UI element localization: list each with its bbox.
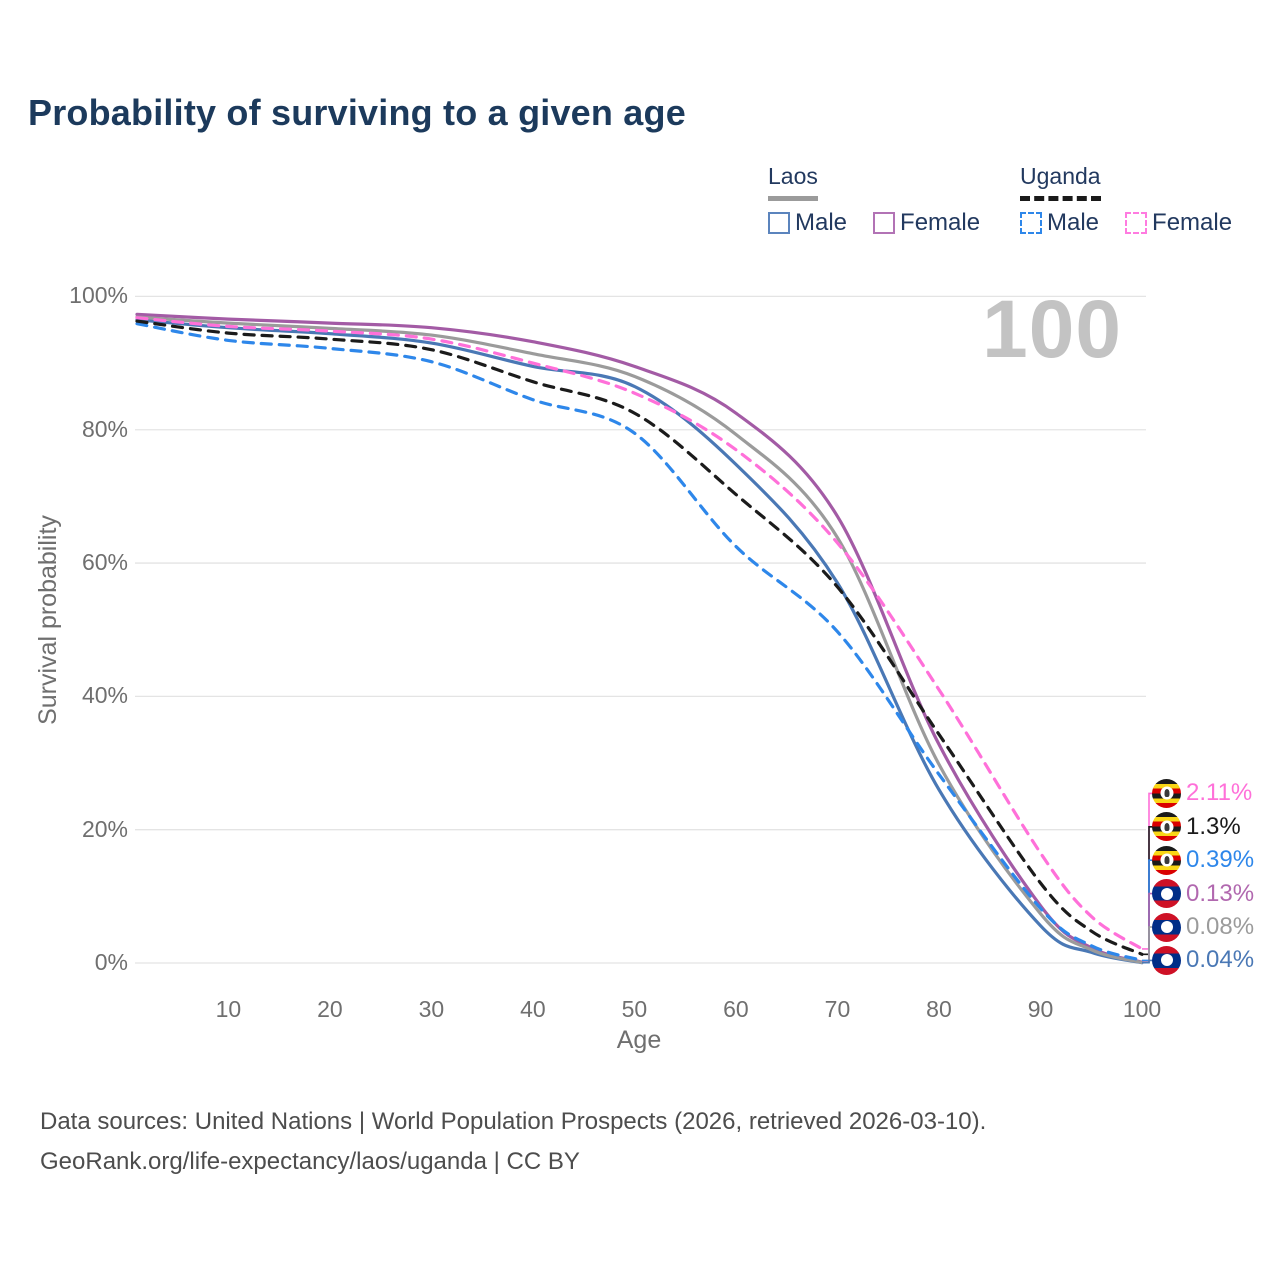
legend-swatch-icon bbox=[1125, 212, 1148, 234]
x-tick-label: 80 bbox=[926, 996, 952, 1022]
y-tick-label: 0% bbox=[94, 949, 128, 975]
end-label-connector bbox=[1142, 892, 1153, 963]
laos-flag-icon bbox=[1152, 945, 1181, 975]
x-tick-label: 70 bbox=[824, 996, 851, 1022]
uganda-flag-icon bbox=[1152, 845, 1181, 875]
end-label-value: 2.11% bbox=[1186, 779, 1253, 807]
curve-uganda-female bbox=[135, 316, 1144, 951]
legend-swatch-icon bbox=[873, 212, 896, 234]
legend-item-uganda-female: Female bbox=[1125, 209, 1232, 237]
x-tick-label: 30 bbox=[418, 996, 445, 1022]
y-tick-label: 20% bbox=[81, 815, 128, 842]
end-label-connector bbox=[1142, 859, 1153, 962]
crane-glyph bbox=[1164, 856, 1169, 865]
legend-swatch-icon bbox=[768, 212, 790, 234]
end-label-value: 0.04% bbox=[1186, 946, 1255, 974]
legend-item-label: Male bbox=[795, 209, 848, 236]
end-label-connector bbox=[1142, 926, 1153, 964]
end-label-value: 0.13% bbox=[1186, 879, 1255, 907]
x-tick-label: 60 bbox=[723, 996, 749, 1022]
end-label-connector bbox=[1142, 959, 1153, 964]
legend-item-label: Female bbox=[900, 209, 981, 236]
x-tick-label: 20 bbox=[317, 996, 343, 1022]
curve-laos-male bbox=[135, 318, 1144, 965]
y-tick-label: 100% bbox=[69, 282, 128, 309]
legend-item-laos-male: Male bbox=[768, 209, 847, 237]
crane-glyph bbox=[1164, 822, 1169, 831]
curve-uganda-male bbox=[135, 322, 1144, 962]
footer-source-line: Data sources: United Nations | World Pop… bbox=[40, 1108, 987, 1135]
x-axis-title: Age bbox=[616, 1026, 662, 1054]
footer-attribution-line: GeoRank.org/life-expectancy/laos/uganda … bbox=[40, 1148, 580, 1175]
y-axis-title: Survival probability bbox=[34, 515, 62, 725]
end-label-value: 1.3% bbox=[1186, 812, 1241, 840]
curve-laos bbox=[135, 315, 1144, 965]
legend-items-row: Male Female bbox=[768, 209, 980, 237]
legend-group-laos: Laos Male Female bbox=[768, 163, 980, 237]
age-100-watermark: 100 bbox=[982, 284, 1122, 375]
x-tick-label: 90 bbox=[1027, 996, 1054, 1022]
legend-swatch-icon bbox=[1020, 212, 1042, 234]
chart-title: Probability of surviving to a given age bbox=[28, 92, 686, 133]
y-tick-label: 80% bbox=[81, 415, 128, 442]
legend-items-row: Male Female bbox=[1020, 209, 1232, 237]
uganda-flag-icon bbox=[1152, 778, 1181, 808]
legend-group-uganda: Uganda Male Female bbox=[1020, 163, 1232, 237]
curve-laos-female bbox=[135, 312, 1144, 964]
legend-item-laos-female: Female bbox=[873, 209, 980, 237]
legend-item-label: Female bbox=[1152, 209, 1233, 236]
legend-item-label: Male bbox=[1047, 209, 1100, 236]
uganda-flag-icon bbox=[1152, 812, 1181, 842]
legend-item-uganda-male: Male bbox=[1020, 209, 1099, 237]
y-tick-label: 40% bbox=[81, 682, 128, 709]
x-tick-label: 10 bbox=[215, 996, 242, 1022]
end-label-connector bbox=[1142, 826, 1153, 956]
y-tick-label: 60% bbox=[81, 549, 128, 576]
legend-country-uganda: Uganda bbox=[1020, 163, 1101, 201]
curve-uganda bbox=[135, 319, 1144, 956]
end-label-value: 0.39% bbox=[1186, 846, 1255, 874]
legend-country-laos: Laos bbox=[768, 163, 818, 201]
x-tick-label: 50 bbox=[621, 996, 648, 1022]
flag-center bbox=[1160, 921, 1173, 933]
x-tick-label: 100 bbox=[1122, 996, 1162, 1022]
laos-flag-icon bbox=[1152, 879, 1181, 909]
laos-flag-icon bbox=[1152, 912, 1181, 942]
flag-center bbox=[1160, 954, 1173, 967]
crane-glyph bbox=[1164, 789, 1169, 798]
x-tick-label: 40 bbox=[520, 996, 546, 1022]
end-label-value: 0.08% bbox=[1186, 913, 1255, 940]
flag-center bbox=[1160, 887, 1173, 900]
end-label-connector bbox=[1142, 792, 1153, 950]
